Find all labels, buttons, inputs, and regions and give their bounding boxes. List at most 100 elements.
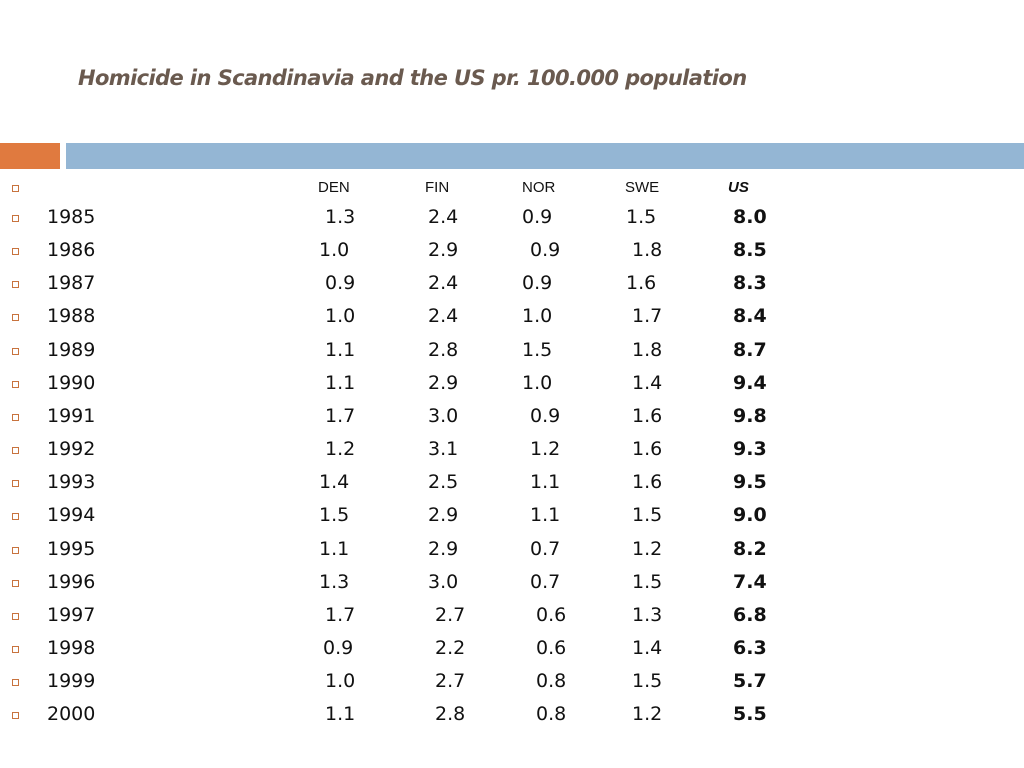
swe-cell: 1.6 [626,272,657,295]
us-cell: 8.3 [733,272,767,295]
swe-cell: 1.2 [632,703,663,726]
bullet-icon [12,612,19,620]
year-cell: 1986 [47,239,96,262]
year-cell: 1998 [47,636,96,659]
table-row: 1988 1.0 2.4 1.0 1.7 8.4 [0,307,1024,340]
header-den: DEN [318,179,350,196]
accent-bar-blue [66,143,1024,169]
nor-cell: 0.7 [530,537,561,560]
nor-cell: 0.6 [536,636,567,659]
bullet-icon [12,480,19,488]
year-cell: 1992 [47,438,96,461]
us-cell: 7.4 [733,570,767,593]
year-cell: 1994 [47,504,96,527]
bullet-icon [12,513,19,521]
nor-cell: 1.0 [522,305,553,328]
us-cell: 8.7 [733,338,767,361]
den-cell: 1.5 [319,504,350,527]
table-row: 1998 0.9 2.2 0.6 1.4 6.3 [0,636,1024,672]
nor-cell: 1.1 [530,504,561,527]
us-cell: 9.8 [733,404,767,427]
bullet-icon [12,546,19,554]
fin-cell: 2.9 [428,239,459,262]
fin-cell: 2.4 [428,206,459,228]
us-cell: 9.4 [733,371,767,394]
year-cell: 1999 [47,670,96,693]
den-cell: 0.9 [323,636,354,659]
fin-cell: 2.5 [428,471,459,494]
swe-cell: 1.4 [632,371,663,394]
table-row: 1985 1.3 2.4 0.9 1.5 8.0 [0,208,1024,241]
header-fin: FIN [425,179,450,196]
nor-cell: 0.9 [522,272,553,295]
swe-cell: 1.5 [632,570,663,593]
fin-cell: 2.2 [435,636,466,659]
den-cell: 1.1 [325,338,356,361]
accent-bar-orange [0,143,60,169]
den-cell: 1.1 [325,703,356,726]
den-cell: 1.1 [325,371,356,394]
table-row: 1986 1.0 2.9 0.9 1.8 8.5 [0,241,1024,274]
table-row: 1997 1.7 2.7 0.6 1.3 6.8 [0,603,1024,639]
us-cell: 5.5 [733,703,767,726]
swe-cell: 1.7 [632,305,663,328]
year-cell: 1989 [47,338,96,361]
us-cell: 6.3 [733,636,767,659]
bullet-icon [12,215,19,222]
nor-cell: 0.6 [536,603,567,626]
swe-cell: 1.2 [632,537,663,560]
den-cell: 1.1 [319,537,350,560]
bullet-icon [12,314,19,322]
den-cell: 1.4 [319,471,350,494]
nor-cell: 0.8 [536,703,567,726]
fin-cell: 2.9 [428,504,459,527]
den-cell: 0.9 [325,272,356,295]
us-cell: 8.2 [733,537,767,560]
us-cell: 8.4 [733,305,767,328]
swe-cell: 1.6 [632,471,663,494]
us-cell: 5.7 [733,670,767,693]
swe-cell: 1.5 [632,670,663,693]
nor-cell: 1.0 [522,371,553,394]
table-row: 1987 0.9 2.4 0.9 1.6 8.3 [0,274,1024,307]
year-cell: 1996 [47,570,96,593]
bullet-icon [12,579,19,587]
swe-cell: 1.5 [626,206,657,228]
table-row: 1995 1.1 2.9 0.7 1.2 8.2 [0,537,1024,573]
bullet-icon [12,413,19,421]
bullet-icon [12,185,19,192]
swe-cell: 1.6 [632,438,663,461]
nor-cell: 0.9 [530,404,561,427]
swe-cell: 1.4 [632,636,663,659]
table-row: 1991 1.7 3.0 0.9 1.6 9.8 [0,404,1024,440]
us-cell: 6.8 [733,603,767,626]
bullet-icon [12,712,19,720]
bullet-icon [12,447,19,455]
fin-cell: 3.0 [428,570,459,593]
us-cell: 9.5 [733,471,767,494]
year-cell: 1988 [47,305,96,328]
fin-cell: 2.7 [435,603,466,626]
table-row: 1989 1.1 2.8 1.5 1.8 8.7 [0,338,1024,374]
nor-cell: 1.5 [522,338,553,361]
den-cell: 1.3 [325,206,356,228]
year-cell: 1993 [47,471,96,494]
nor-cell: 0.9 [522,206,553,228]
den-cell: 1.0 [325,305,356,328]
den-cell: 1.0 [319,239,350,262]
year-cell: 1997 [47,603,96,626]
table-row: 1996 1.3 3.0 0.7 1.5 7.4 [0,570,1024,606]
bullet-icon [12,347,19,355]
header-swe: SWE [625,179,660,196]
year-cell: 1991 [47,404,96,427]
swe-cell: 1.6 [632,404,663,427]
nor-cell: 0.9 [530,239,561,262]
nor-cell: 0.8 [536,670,567,693]
fin-cell: 2.8 [435,703,466,726]
table-header-row: DEN FIN NOR SWE US [0,180,1024,213]
den-cell: 1.7 [325,404,356,427]
us-cell: 8.5 [733,239,767,262]
table-row: 1992 1.2 3.1 1.2 1.6 9.3 [0,440,1024,473]
swe-cell: 1.5 [632,504,663,527]
den-cell: 1.0 [325,670,356,693]
